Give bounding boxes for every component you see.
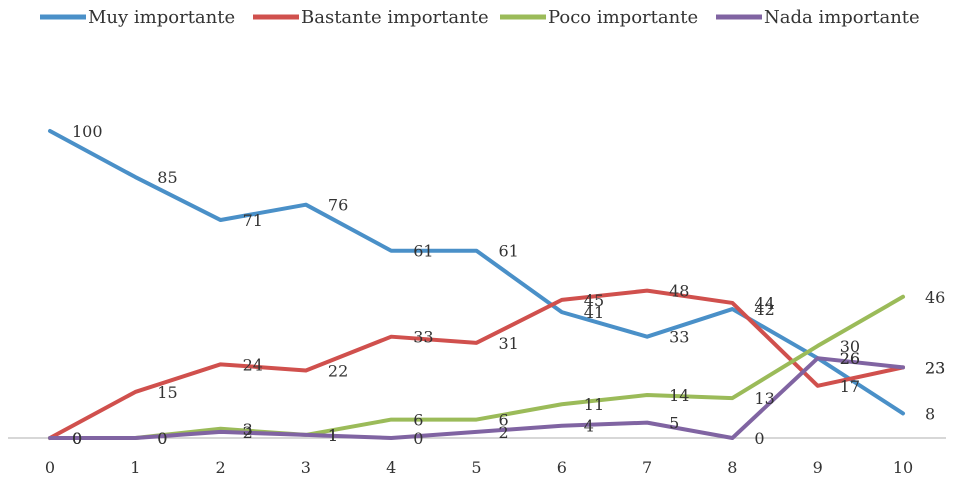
x-tick-label: 1 [130, 458, 140, 477]
data-label: 26 [840, 349, 860, 368]
data-label: 1 [328, 426, 338, 445]
x-tick-label: 6 [557, 458, 567, 477]
series-line-0 [48, 129, 905, 416]
data-label: 46 [925, 288, 945, 307]
data-label: 33 [669, 328, 689, 347]
x-tick-label: 2 [216, 458, 226, 477]
data-label: 15 [157, 383, 177, 402]
data-label: 0 [157, 429, 167, 448]
data-label: 85 [157, 168, 177, 187]
data-label: 0 [157, 429, 167, 448]
x-tick-label: 10 [893, 458, 913, 477]
chart-legend: Muy importante Bastante importante Poco im… [40, 7, 920, 28]
data-label: 45 [584, 291, 604, 310]
data-label: 30 [840, 337, 860, 356]
data-label: 8 [925, 404, 935, 423]
data-label: 0 [72, 429, 82, 448]
data-label: 100 [72, 122, 103, 141]
data-label: 0 [413, 429, 423, 448]
data-label: 14 [669, 386, 689, 405]
data-label: 76 [328, 196, 348, 215]
data-label: 0 [72, 429, 82, 448]
data-label: 17 [840, 377, 860, 396]
data-label: 1 [328, 426, 338, 445]
data-label: 42 [754, 300, 774, 319]
legend-label: Poco importante [548, 7, 698, 28]
data-label: 22 [328, 361, 348, 380]
data-label: 48 [669, 282, 689, 301]
data-label: 5 [669, 414, 679, 433]
data-label: 24 [243, 355, 263, 374]
legend-label: Bastante importante [301, 7, 489, 28]
x-tick-label: 4 [386, 458, 396, 477]
data-label: 23 [925, 358, 945, 377]
data-label: 26 [840, 349, 860, 368]
data-label: 4 [584, 417, 594, 436]
data-label: 0 [754, 429, 764, 448]
data-label: 11 [584, 395, 604, 414]
data-label: 2 [243, 423, 253, 442]
x-tick-label: 0 [45, 458, 55, 477]
data-label: 31 [499, 334, 519, 353]
data-label: 44 [754, 294, 774, 313]
data-label: 33 [413, 328, 433, 347]
data-label: 2 [499, 423, 509, 442]
x-tick-label: 9 [813, 458, 823, 477]
x-tick-label: 8 [727, 458, 737, 477]
data-label: 71 [243, 211, 263, 230]
data-label: 61 [413, 242, 433, 261]
x-axis: 0 1 2 3 4 5 6 7 8 9 10 [8, 437, 946, 477]
data-label: 13 [754, 389, 774, 408]
data-label: 0 [72, 429, 82, 448]
data-label: 61 [499, 242, 519, 261]
data-label: 6 [413, 411, 423, 430]
series-line-1 [48, 288, 905, 440]
series-line-3 [48, 356, 905, 440]
data-label: 3 [243, 420, 253, 439]
x-tick-label: 7 [642, 458, 652, 477]
x-tick-label: 5 [471, 458, 481, 477]
legend-label: Nada importante [764, 7, 920, 28]
series-line-2 [48, 294, 905, 440]
data-label: 23 [925, 358, 945, 377]
legend-label: Muy importante [88, 7, 235, 28]
series-lines [48, 129, 905, 440]
data-label: 6 [499, 411, 509, 430]
x-tick-label: 3 [301, 458, 311, 477]
data-label: 41 [584, 303, 604, 322]
